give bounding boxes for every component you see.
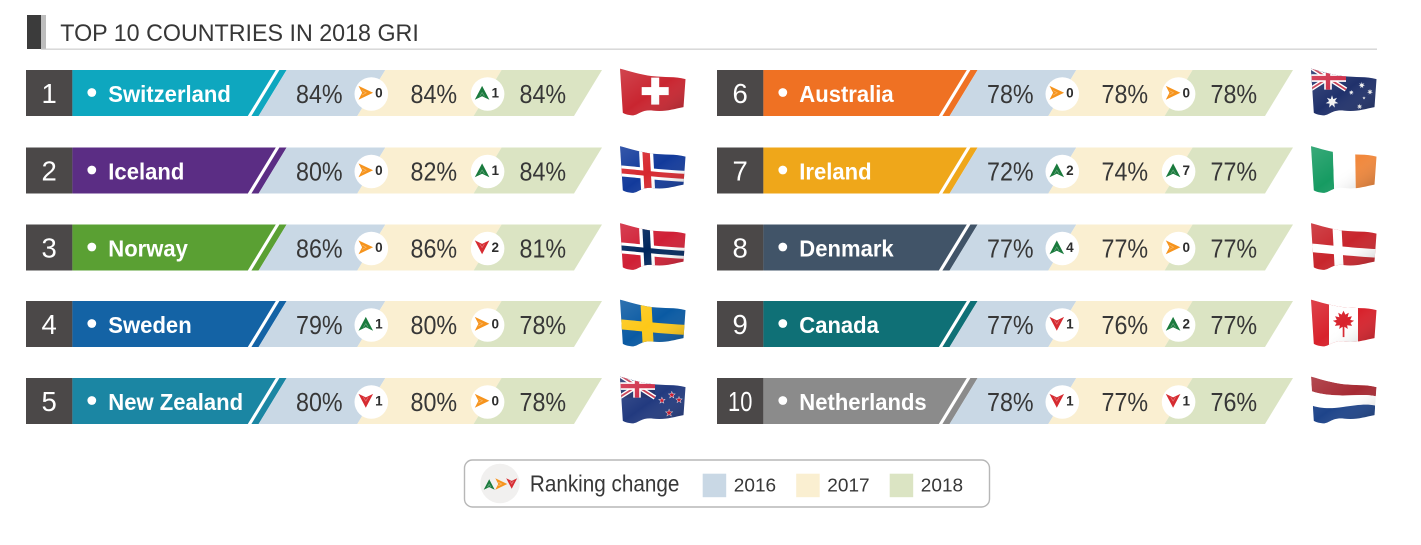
svg-text:8: 8 — [733, 232, 748, 263]
svg-text:1: 1 — [1066, 317, 1074, 332]
svg-text:78%: 78% — [1102, 79, 1149, 109]
svg-text:Norway: Norway — [108, 235, 188, 261]
svg-text:78%: 78% — [520, 387, 567, 417]
svg-text:Iceland: Iceland — [108, 158, 184, 184]
svg-text:84%: 84% — [296, 79, 343, 109]
svg-text:4: 4 — [1066, 240, 1074, 255]
svg-text:2018: 2018 — [921, 474, 963, 495]
svg-text:80%: 80% — [296, 156, 343, 186]
svg-text:1: 1 — [1182, 394, 1190, 409]
svg-text:0: 0 — [1182, 240, 1190, 255]
svg-text:Sweden: Sweden — [108, 312, 191, 338]
svg-text:Ireland: Ireland — [799, 158, 871, 184]
svg-text:7: 7 — [733, 155, 748, 186]
svg-text:0: 0 — [491, 394, 499, 409]
svg-text:Denmark: Denmark — [799, 235, 894, 261]
svg-text:2017: 2017 — [827, 474, 869, 495]
svg-text:2: 2 — [491, 240, 499, 255]
svg-text:2016: 2016 — [734, 474, 776, 495]
svg-text:77%: 77% — [987, 233, 1034, 263]
svg-text:78%: 78% — [1211, 79, 1258, 109]
svg-text:77%: 77% — [1211, 233, 1258, 263]
svg-text:1: 1 — [375, 317, 383, 332]
svg-text:2: 2 — [1182, 317, 1190, 332]
svg-text:74%: 74% — [1102, 156, 1149, 186]
svg-text:4: 4 — [42, 309, 57, 340]
svg-text:84%: 84% — [520, 156, 567, 186]
svg-text:2: 2 — [42, 155, 57, 186]
svg-text:7: 7 — [1182, 163, 1190, 178]
svg-text:84%: 84% — [520, 79, 567, 109]
svg-text:84%: 84% — [411, 79, 458, 109]
svg-text:0: 0 — [1182, 86, 1190, 101]
svg-text:0: 0 — [375, 86, 383, 101]
svg-text:10: 10 — [728, 386, 752, 417]
svg-text:77%: 77% — [1211, 156, 1258, 186]
svg-text:TOP 10 COUNTRIES IN 2018 GRI: TOP 10 COUNTRIES IN 2018 GRI — [60, 20, 419, 47]
svg-text:1: 1 — [42, 78, 57, 109]
svg-text:Australia: Australia — [799, 81, 894, 107]
svg-text:76%: 76% — [1102, 310, 1149, 340]
svg-text:2: 2 — [1066, 163, 1074, 178]
svg-text:77%: 77% — [1102, 233, 1149, 263]
svg-text:0: 0 — [375, 240, 383, 255]
svg-text:82%: 82% — [411, 156, 458, 186]
svg-text:3: 3 — [42, 232, 57, 263]
svg-text:1: 1 — [1066, 394, 1074, 409]
svg-text:Ranking change: Ranking change — [530, 470, 680, 496]
svg-text:86%: 86% — [411, 233, 458, 263]
svg-text:9: 9 — [733, 309, 748, 340]
svg-text:0: 0 — [375, 163, 383, 178]
svg-text:1: 1 — [375, 394, 383, 409]
svg-text:Netherlands: Netherlands — [799, 389, 926, 415]
svg-text:78%: 78% — [520, 310, 567, 340]
svg-text:80%: 80% — [296, 387, 343, 417]
svg-text:0: 0 — [491, 317, 499, 332]
svg-text:1: 1 — [491, 86, 499, 101]
svg-text:6: 6 — [733, 78, 748, 109]
svg-text:77%: 77% — [1211, 310, 1258, 340]
svg-text:78%: 78% — [987, 79, 1034, 109]
svg-text:5: 5 — [42, 386, 57, 417]
svg-text:80%: 80% — [411, 310, 458, 340]
svg-text:78%: 78% — [987, 387, 1034, 417]
svg-text:1: 1 — [491, 163, 499, 178]
svg-text:New Zealand: New Zealand — [108, 389, 243, 415]
svg-text:79%: 79% — [296, 310, 343, 340]
svg-text:77%: 77% — [987, 310, 1034, 340]
svg-text:86%: 86% — [296, 233, 343, 263]
svg-text:Canada: Canada — [799, 312, 879, 338]
svg-text:77%: 77% — [1102, 387, 1149, 417]
svg-text:Switzerland: Switzerland — [108, 81, 231, 107]
svg-text:76%: 76% — [1211, 387, 1258, 417]
svg-text:0: 0 — [1066, 86, 1074, 101]
svg-text:72%: 72% — [987, 156, 1034, 186]
svg-text:81%: 81% — [520, 233, 567, 263]
svg-text:80%: 80% — [411, 387, 458, 417]
